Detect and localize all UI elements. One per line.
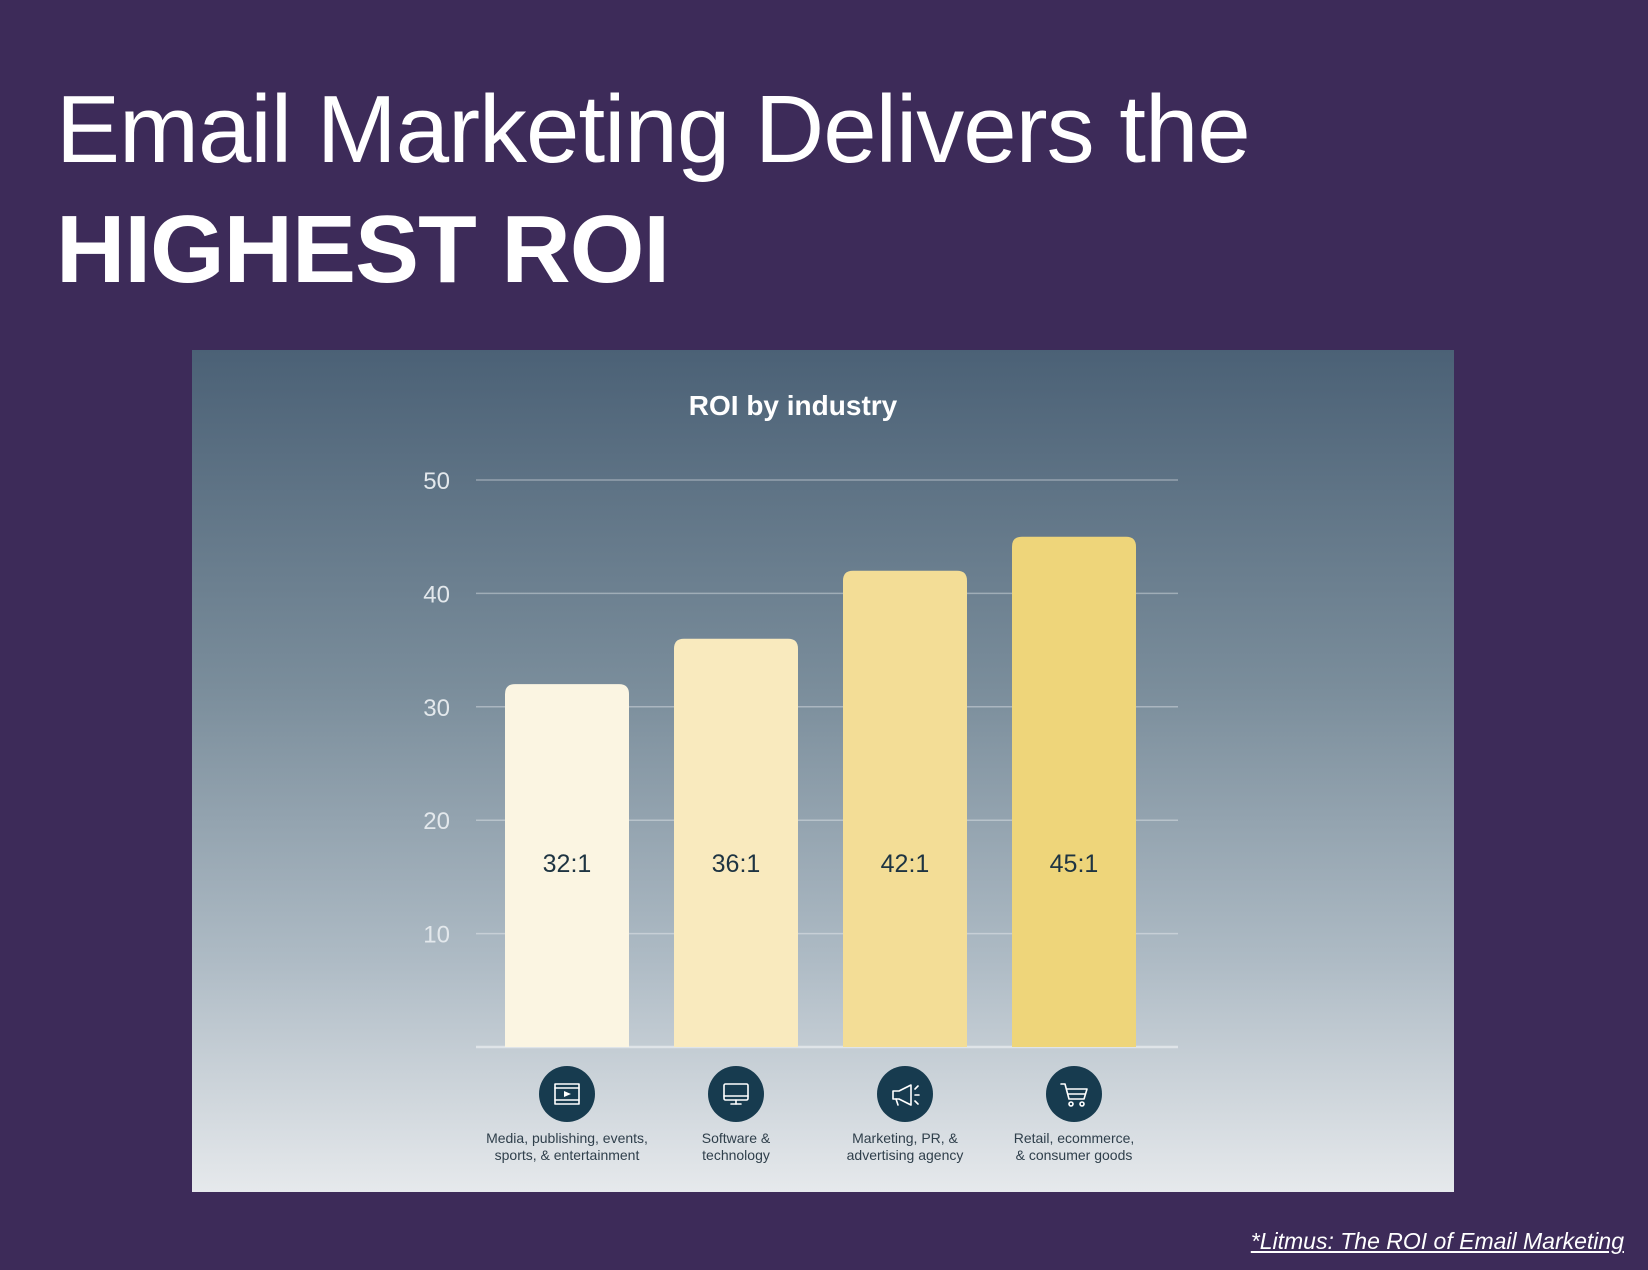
bar-value-label: 32:1 xyxy=(543,850,592,878)
bar xyxy=(1012,536,1136,1047)
bar xyxy=(843,570,967,1047)
chart-title: ROI by industry xyxy=(689,390,898,421)
y-tick-label: 20 xyxy=(423,808,450,835)
bar-value-label: 42:1 xyxy=(881,850,930,878)
category-label: Software & technology xyxy=(702,1130,771,1163)
roi-bar-chart: ROI by industry 10 20 30 40 50 32:1 36:1 42:1 4… xyxy=(423,390,1178,1163)
megaphone-icon xyxy=(877,1066,933,1122)
slide-title: Email Marketing Delivers the HIGHEST ROI xyxy=(56,70,1251,310)
category-label: Marketing, PR, & advertising agency xyxy=(847,1130,964,1163)
bar-value-label: 45:1 xyxy=(1050,850,1099,878)
y-tick-label: 50 xyxy=(423,468,450,495)
cart-icon xyxy=(1046,1066,1102,1122)
source-citation[interactable]: *Litmus: The ROI of Email Marketing xyxy=(1250,1228,1624,1254)
slide-title-line1: Email Marketing Delivers the xyxy=(56,76,1251,183)
monitor-icon xyxy=(708,1066,764,1122)
y-tick-label: 30 xyxy=(423,695,450,722)
category-label: Retail, ecommerce, & consumer goods xyxy=(1014,1130,1135,1163)
bar xyxy=(505,684,629,1047)
y-tick-label: 10 xyxy=(423,922,450,949)
bar-value-label: 36:1 xyxy=(712,850,761,878)
bar xyxy=(674,638,798,1047)
film-icon xyxy=(539,1066,595,1122)
y-tick-label: 40 xyxy=(423,581,450,608)
chart-panel: ROI by industry 10 20 30 40 50 32:1 36:1 42:1 4… xyxy=(192,350,1454,1192)
slide-title-line2: HIGHEST ROI xyxy=(56,196,670,303)
category-label: Media, publishing, events, sports, & ente… xyxy=(486,1130,648,1163)
